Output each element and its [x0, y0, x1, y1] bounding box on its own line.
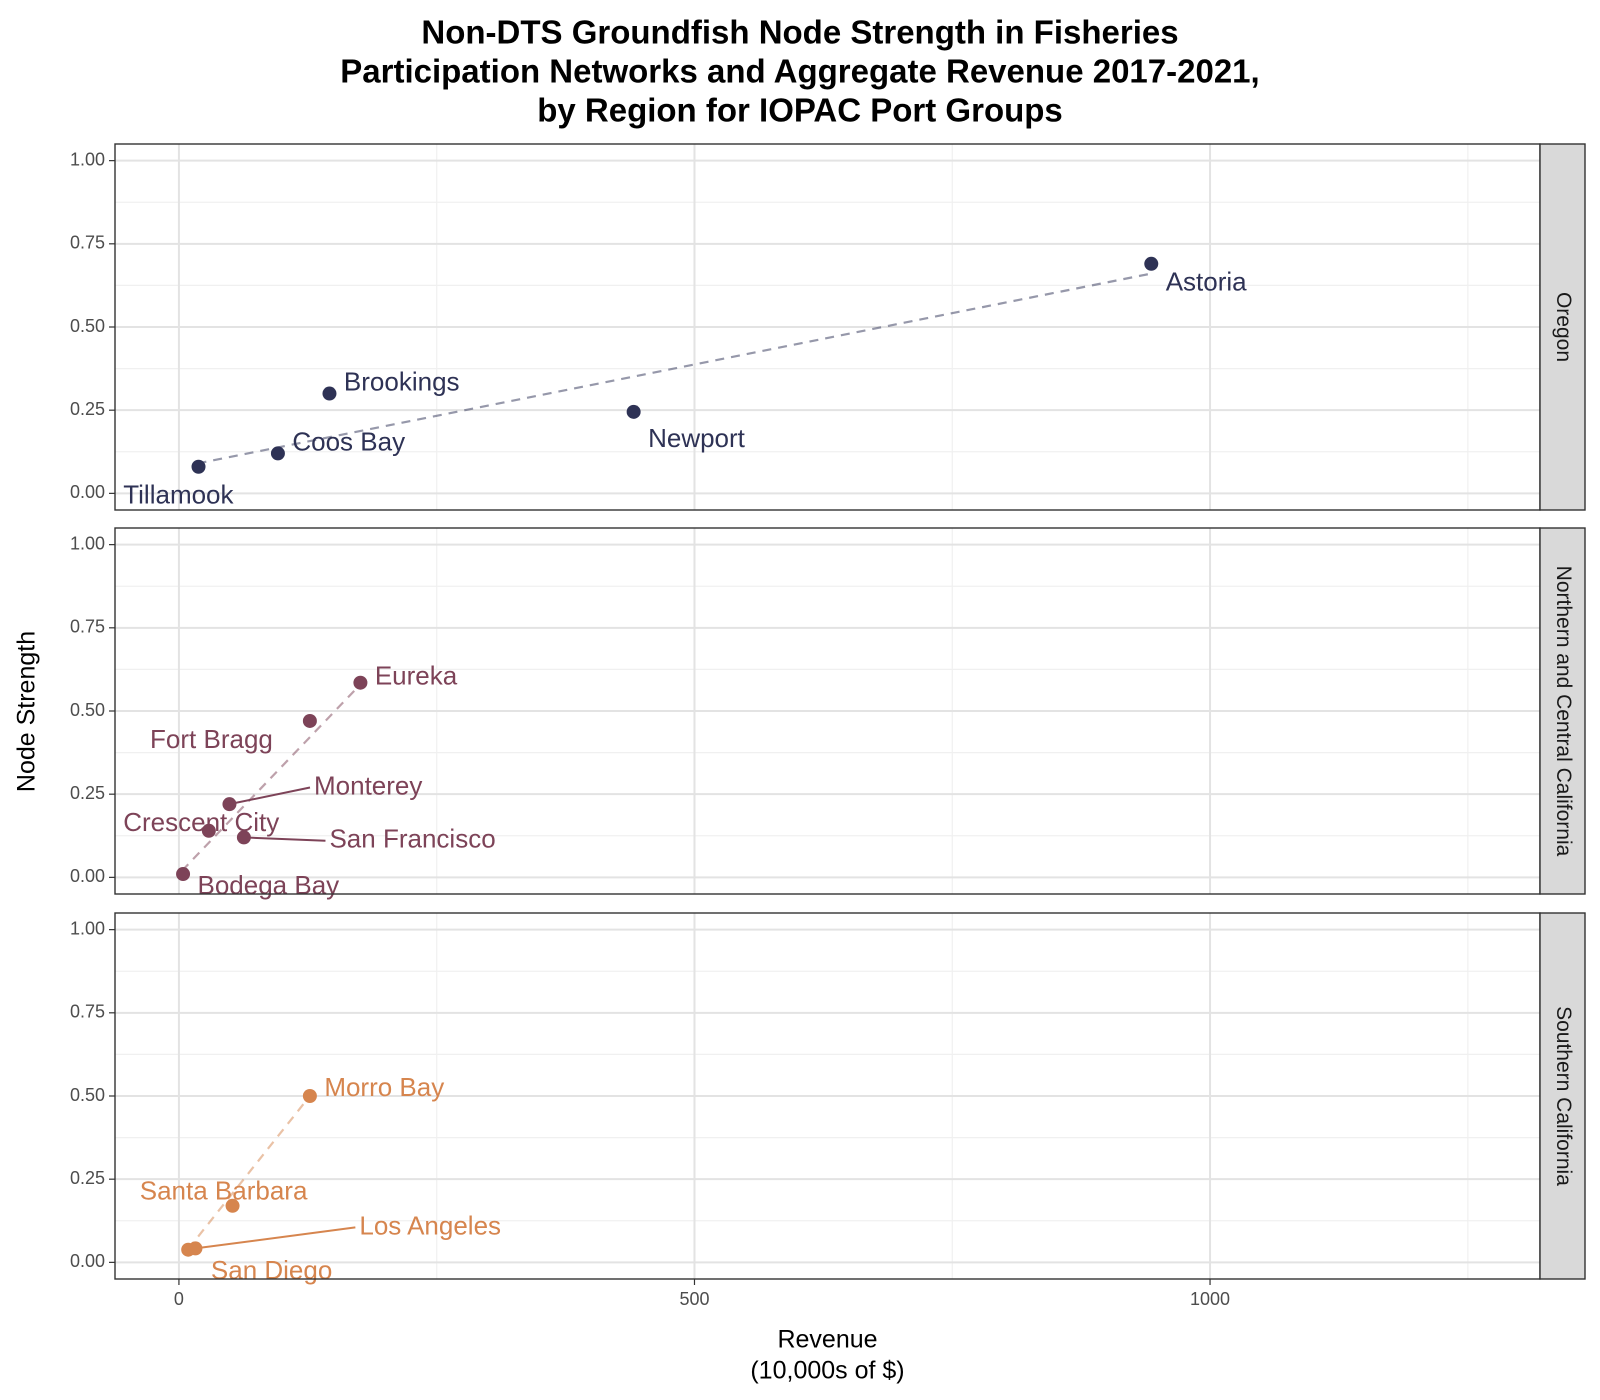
facet-strip-label: Oregon: [1552, 292, 1575, 362]
y-tick-label: 0.75: [70, 233, 105, 253]
label-leader-line: [195, 1226, 356, 1250]
point-label: Fort Bragg: [150, 724, 273, 754]
chart-title-line: Participation Networks and Aggregate Rev…: [340, 53, 1259, 90]
y-tick-label: 0.00: [70, 866, 105, 886]
data-point-santa-barbara: [225, 1198, 240, 1213]
y-tick-label: 0.50: [70, 316, 105, 336]
facet-strip: [1539, 912, 1586, 1280]
trend-line: [187, 1095, 311, 1250]
point-label: Tillamook: [123, 480, 234, 510]
x-tick-label: 500: [679, 1289, 709, 1309]
point-label: Brookings: [344, 366, 460, 396]
data-point-tillamook: [191, 459, 206, 474]
data-point-eureka: [353, 675, 368, 690]
facet-strip-label: Northern and Central California: [1552, 566, 1575, 857]
label-leader-line: [243, 836, 326, 842]
trend-line: [181, 683, 362, 872]
point-label: Bodega Bay: [197, 870, 339, 900]
point-label: San Francisco: [329, 824, 495, 854]
facet-panel-northern-and-central-california: 0.00 0.25 0.50 0.75 1.00 Bodega Bay Crescent C…: [70, 527, 1586, 900]
y-tick-label: 0.75: [70, 617, 105, 637]
point-label: Newport: [648, 423, 746, 453]
y-tick-label: 0.25: [70, 1168, 105, 1188]
y-tick-label: 0.50: [70, 700, 105, 720]
y-tick-label: 0.00: [70, 482, 105, 502]
y-tick-label: 0.75: [70, 1002, 105, 1022]
y-tick-label: 0.50: [70, 1085, 105, 1105]
x-tick-label: 0: [174, 1289, 184, 1309]
data-point-newport: [626, 404, 641, 419]
x-tick-label: 1000: [1190, 1289, 1230, 1309]
data-point-fort-bragg: [302, 713, 317, 728]
facet-panel-southern-california: 0.00 0.25 0.50 0.75 1.00 San Diego Los Angeles…: [70, 912, 1586, 1285]
facet-panel-oregon: 0.00 0.25 0.50 0.75 1.00 Tillamook Coos Bay Bro…: [70, 143, 1586, 511]
point-label: Astoria: [1166, 267, 1247, 297]
trend-line: [197, 272, 1151, 465]
data-point-monterey: [222, 797, 237, 812]
y-tick-label: 1.00: [70, 533, 105, 553]
x-axis-title-line: Revenue: [777, 1326, 877, 1354]
y-tick-label: 1.00: [70, 149, 105, 169]
data-point-astoria: [1144, 256, 1159, 271]
data-point-coos-bay: [270, 446, 285, 461]
facet-strip: [1539, 143, 1586, 511]
point-label: Morro Bay: [324, 1072, 444, 1102]
x-axis-title-line: (10,000s of $): [750, 1357, 904, 1385]
data-point-crescent-city: [201, 823, 216, 838]
y-tick-label: 1.00: [70, 918, 105, 938]
data-point-morro-bay: [302, 1089, 317, 1103]
y-axis-title: Node Strength: [13, 631, 41, 792]
data-point-bodega-bay: [176, 867, 191, 882]
chart-title-line: Non-DTS Groundfish Node Strength in Fish…: [421, 14, 1178, 51]
chart-title-line: by Region for IOPAC Port Groups: [537, 92, 1063, 129]
point-label: Monterey: [314, 770, 422, 800]
facet-strip-label: Southern California: [1552, 1006, 1575, 1186]
y-tick-label: 0.25: [70, 783, 105, 803]
facet-strip: [1539, 527, 1586, 895]
point-label: Los Angeles: [359, 1210, 501, 1240]
point-label: Crescent City: [123, 807, 279, 837]
data-point-los-angeles: [188, 1241, 203, 1256]
point-label: Coos Bay: [292, 426, 405, 456]
data-point-san-francisco: [236, 830, 251, 845]
point-label: Santa Barbara: [140, 1175, 308, 1205]
data-point-brookings: [322, 386, 337, 401]
y-tick-label: 0.00: [70, 1251, 105, 1271]
label-leader-line: [229, 786, 311, 806]
point-label: Eureka: [375, 661, 458, 691]
y-tick-label: 0.25: [70, 399, 105, 419]
point-label: San Diego: [211, 1255, 332, 1285]
